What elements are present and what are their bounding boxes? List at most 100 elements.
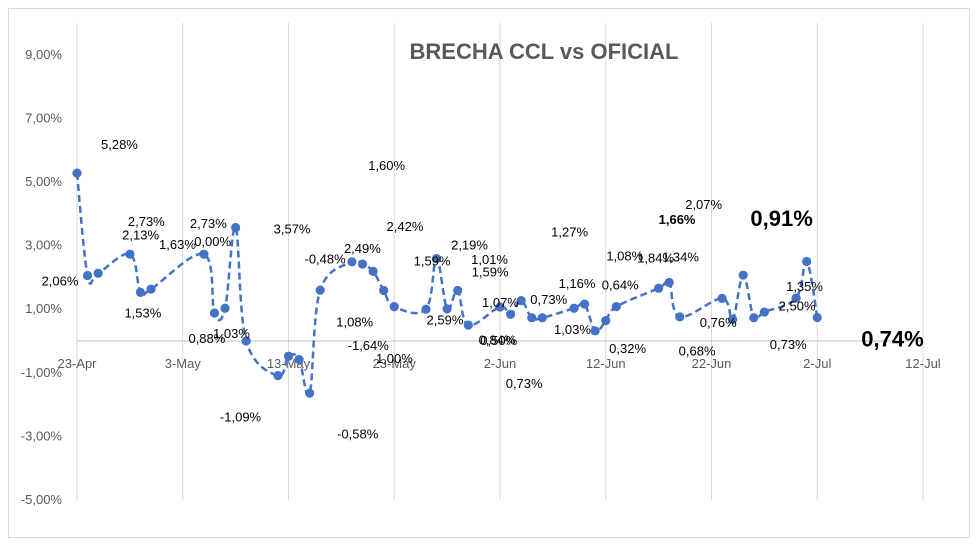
x-tick-label: 12-Jul <box>905 356 941 371</box>
data-point <box>368 266 378 276</box>
data-label: 3,57% <box>274 221 311 236</box>
y-tick-label: 9,00% <box>25 47 62 62</box>
data-point <box>580 299 590 309</box>
y-tick-label: -5,00% <box>21 492 63 507</box>
data-label: 1,66% <box>659 212 696 227</box>
data-point <box>220 303 230 313</box>
data-label: 1,07% <box>482 295 519 310</box>
x-tick-label: 2-Jul <box>803 356 831 371</box>
data-point <box>357 259 368 269</box>
data-label: 2,19% <box>451 237 488 252</box>
data-point <box>209 308 220 318</box>
data-label: 2,06% <box>42 273 79 288</box>
series-layer <box>72 168 822 398</box>
data-point <box>294 354 304 365</box>
data-label: 0,68% <box>679 343 716 358</box>
x-tick-label: 23-Apr <box>57 356 97 371</box>
chart-title: BRECHA CCL vs OFICIAL <box>410 39 679 64</box>
data-point <box>199 249 209 259</box>
data-point <box>717 293 727 303</box>
data-point <box>505 309 516 319</box>
data-label: 0,73% <box>770 337 807 352</box>
data-label: 1,59% <box>414 253 451 268</box>
data-point <box>516 296 526 306</box>
data-label: 1,08% <box>336 315 373 330</box>
data-label: 1,53% <box>124 305 161 320</box>
data-label: 1,63% <box>159 237 196 252</box>
data-point <box>664 277 674 288</box>
data-point <box>463 320 473 330</box>
data-label: 0,84% <box>479 332 516 347</box>
data-label: 1,34% <box>662 249 699 264</box>
data-label: 1,35% <box>786 279 823 294</box>
data-label: -1,09% <box>220 410 262 425</box>
x-tick-label: 2-Jun <box>484 356 517 371</box>
data-label: 5,28% <box>101 137 138 152</box>
data-point <box>812 312 822 323</box>
data-label: 1,00% <box>376 351 413 366</box>
data-label: 1,59% <box>472 264 509 279</box>
data-point <box>283 351 294 361</box>
data-label: 2,73% <box>128 214 165 229</box>
y-tick-label: 5,00% <box>25 174 62 189</box>
data-label: 0,50% <box>480 333 517 348</box>
y-tick-label: -3,00% <box>21 428 63 443</box>
data-point <box>72 168 82 178</box>
data-label: 2,59% <box>427 313 464 328</box>
data-label: -1,64% <box>348 338 390 353</box>
data-label: 0,73% <box>530 292 567 307</box>
data-point <box>135 287 146 297</box>
y-tick-label: 3,00% <box>25 238 62 253</box>
data-point <box>146 284 156 294</box>
data-label: 2,50% <box>779 299 816 314</box>
data-labels: 5,28%2,06%2,13%2,73% 2,73%1,53%1,63%0,00%… <box>42 137 924 441</box>
data-point <box>273 371 283 381</box>
data-label: 2,73% <box>190 216 227 231</box>
gridlines <box>76 23 924 500</box>
data-point <box>421 304 431 314</box>
data-point <box>675 312 685 322</box>
data-point <box>537 313 547 323</box>
data-label: 0,91% <box>750 206 812 231</box>
data-label: 0,32% <box>609 341 646 356</box>
data-point <box>749 313 759 323</box>
data-point <box>590 326 600 336</box>
data-point <box>453 285 463 296</box>
axes: -5,00% -3,00% -1,00% 1,00% 3,00% 5,00% 7,00% 9,… <box>21 47 941 507</box>
data-point <box>82 270 93 281</box>
data-point <box>379 285 389 296</box>
data-label: 1,08% <box>606 249 643 264</box>
data-label: -0,58% <box>337 426 379 441</box>
x-tick-label: 3-May <box>165 356 202 371</box>
data-point <box>728 314 738 324</box>
data-point <box>527 313 537 323</box>
data-point <box>347 257 357 267</box>
data-label: 1,03% <box>554 322 591 337</box>
data-label: 1,27% <box>551 225 588 240</box>
data-label: -0,48% <box>305 251 347 266</box>
data-label: 0,00% <box>194 234 231 249</box>
data-label: 1,60% <box>368 158 405 173</box>
data-label: 2,42% <box>387 219 424 234</box>
data-point <box>93 268 103 278</box>
data-point <box>125 249 135 259</box>
data-label: 0,76% <box>700 315 737 330</box>
x-tick-label: 12-Jun <box>586 356 626 371</box>
data-point <box>442 304 452 314</box>
data-point <box>315 285 325 295</box>
data-label: 1,16% <box>559 276 596 291</box>
data-label: 1,03% <box>213 326 250 341</box>
data-point <box>759 307 769 317</box>
data-label: 0,74% <box>861 326 923 351</box>
data-label: 0,88% <box>188 331 225 346</box>
data-point <box>654 283 664 293</box>
data-point <box>569 303 579 313</box>
data-point <box>611 302 621 312</box>
data-point <box>241 336 251 346</box>
y-tick-label: -1,00% <box>21 365 63 380</box>
data-label: 0,73% <box>506 376 543 391</box>
data-point <box>601 316 611 326</box>
data-point <box>305 388 315 398</box>
data-label: 1,01% <box>471 252 508 267</box>
